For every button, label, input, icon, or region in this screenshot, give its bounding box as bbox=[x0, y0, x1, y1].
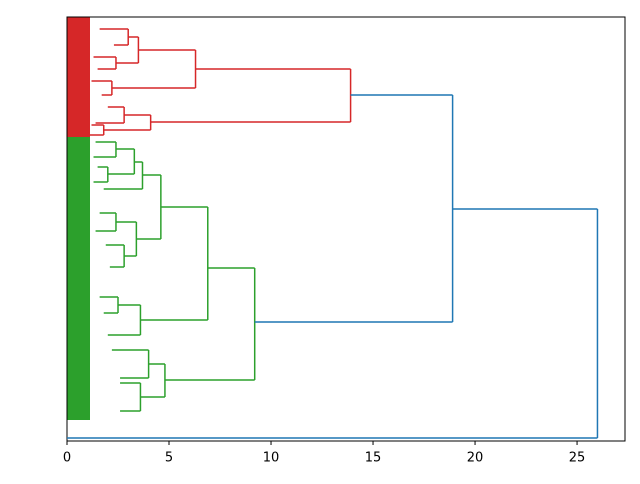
leaf-block bbox=[67, 137, 90, 420]
x-tick-label: 25 bbox=[569, 451, 586, 466]
x-tick-label: 5 bbox=[165, 451, 173, 466]
x-tick-label: 0 bbox=[63, 451, 71, 466]
x-tick-label: 20 bbox=[467, 451, 484, 466]
x-tick-label: 10 bbox=[263, 451, 280, 466]
plot-frame bbox=[66, 16, 626, 442]
leaf-block bbox=[67, 17, 90, 137]
x-tick-label: 15 bbox=[365, 451, 382, 466]
